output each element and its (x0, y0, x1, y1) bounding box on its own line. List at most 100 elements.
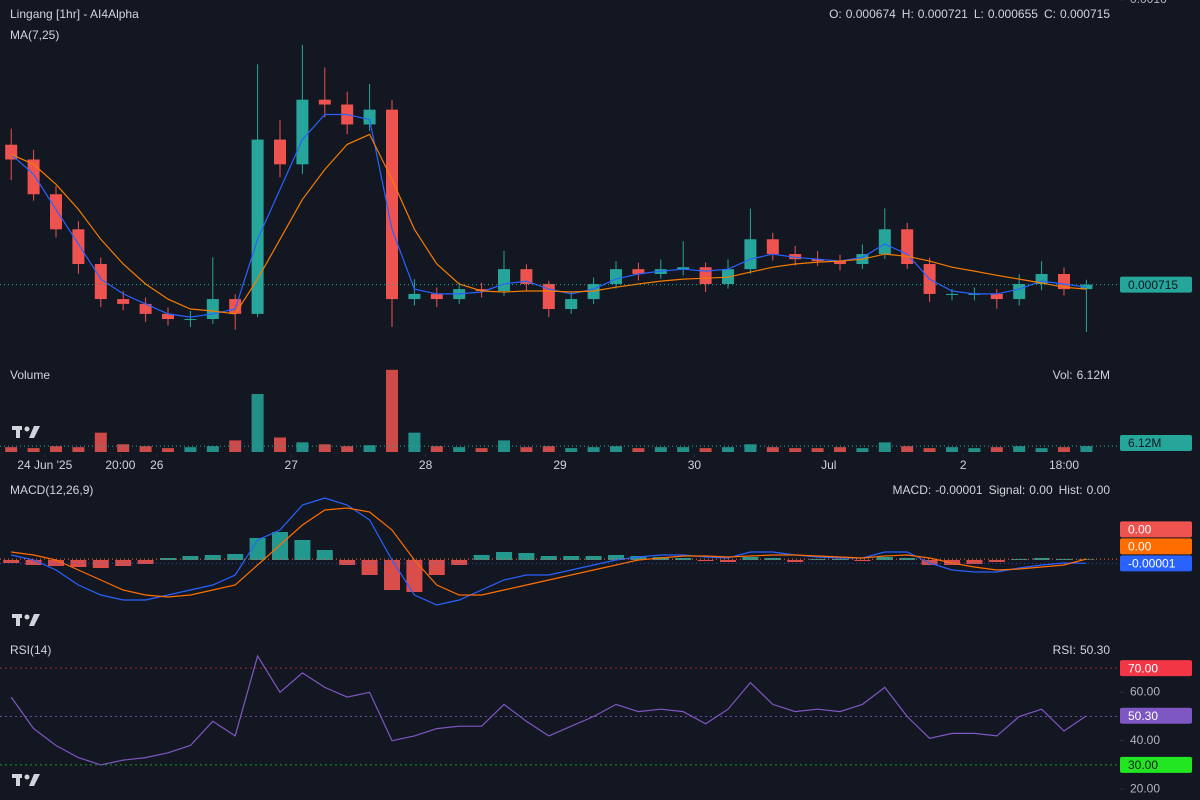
volume-bar (94, 432, 107, 452)
histogram-bar (742, 557, 759, 560)
volume-bar (5, 447, 18, 452)
candle-body (722, 269, 734, 284)
histogram-bar (697, 560, 714, 561)
volume-bar (1080, 446, 1093, 452)
candle-body (990, 293, 1003, 300)
volume-bar (50, 446, 62, 452)
volume-bar (968, 448, 981, 452)
readout-value: 0.00 (1087, 483, 1111, 497)
x-tick-label: 24 Jun '25 (17, 458, 72, 472)
histogram-bar (137, 560, 154, 564)
volume-bar (587, 447, 600, 452)
badge-label: -0.00001 (1128, 557, 1176, 571)
volume-bar (251, 394, 264, 452)
histogram-bar (339, 560, 356, 565)
histogram-bar (92, 560, 109, 568)
pane-title: Volume (10, 368, 50, 382)
volume-bar (856, 448, 869, 452)
y-tick-label: 20.00 (1130, 781, 1160, 795)
readout-value: 6.12M (1077, 368, 1110, 382)
pane-title: Lingang [1hr] - AI4Alpha (10, 7, 139, 21)
histogram-bar (316, 550, 333, 560)
histogram-bar (1033, 558, 1050, 560)
candle-body (251, 139, 264, 314)
x-tick-label: 2 (960, 458, 967, 472)
volume-bar (766, 447, 779, 452)
rsi-line (10, 654, 1087, 766)
moving-average (10, 133, 1087, 315)
candle-body (430, 293, 443, 300)
volume-bar (699, 448, 712, 452)
volume-bar (139, 446, 152, 452)
badge-label: 0.00 (1128, 540, 1152, 554)
histogram-bar (585, 556, 602, 560)
candle-body (296, 99, 309, 165)
candle-body (386, 109, 398, 300)
volume-bar (789, 448, 802, 452)
volume-bar (990, 447, 1003, 452)
histogram-bar (675, 558, 692, 560)
volume-bar (811, 448, 824, 452)
logo (12, 426, 40, 438)
badge-label: 30.00 (1128, 758, 1158, 772)
logo (12, 614, 40, 626)
price-badge (1120, 435, 1192, 451)
candle-body (1058, 273, 1070, 290)
volume-bar (341, 446, 354, 452)
pane-title: RSI(14) (10, 643, 51, 657)
histogram-bar (115, 560, 132, 566)
price-badge (1120, 660, 1192, 677)
volume-bar (229, 440, 242, 452)
histogram-bar (294, 540, 311, 560)
candle-body (498, 269, 510, 292)
histogram-bar (787, 560, 804, 562)
candle-body (1035, 273, 1048, 284)
candle-body (901, 229, 914, 265)
volume-bar (722, 447, 734, 452)
volume-bar (744, 444, 757, 452)
candle-body (766, 239, 779, 255)
candle-body (789, 254, 802, 260)
readout-label: H: (902, 7, 914, 21)
volume-bar (27, 448, 40, 452)
histogram-bar (809, 559, 826, 560)
candle-body (878, 229, 891, 255)
volume-bar (677, 447, 690, 452)
price-badge (1120, 756, 1192, 773)
x-tick-label: 29 (553, 458, 567, 472)
price-badge (1120, 276, 1192, 293)
histogram-bar (3, 560, 20, 563)
candle-body (408, 293, 421, 300)
volume-bar (117, 444, 130, 452)
candle-body (184, 319, 197, 321)
candle-body (1013, 283, 1026, 300)
candle-body (811, 259, 824, 262)
x-tick-label: 18:00 (1049, 458, 1079, 472)
candle-body (27, 159, 40, 195)
histogram-bar (608, 555, 624, 560)
y-tick-label: 40.00 (1130, 733, 1160, 747)
readout-label: Vol: (1053, 368, 1073, 382)
histogram-bar (518, 553, 535, 560)
histogram-bar (630, 556, 647, 560)
x-tick-label: 27 (285, 458, 299, 472)
price-badge (1120, 555, 1192, 572)
volume-bar (1058, 447, 1070, 452)
histogram-bar (384, 560, 400, 590)
x-tick-label: Jul (821, 458, 836, 472)
candle-body (520, 269, 533, 284)
volume-bar (834, 447, 846, 452)
x-tick-label: 20:00 (105, 458, 135, 472)
x-tick-label: 30 (688, 458, 702, 472)
volume-bar (1035, 448, 1048, 452)
histogram-bar (428, 560, 445, 575)
volume-bar (923, 448, 936, 452)
badge-label: 70.00 (1128, 661, 1158, 675)
readout: Vol: 6.12M (1053, 368, 1110, 382)
candle-body (610, 269, 622, 284)
badge-label: 0.000715 (1128, 278, 1178, 292)
candle-body (677, 267, 690, 270)
histogram-bar (496, 552, 512, 560)
badge-label: 50.30 (1128, 709, 1158, 723)
candle-body (632, 269, 645, 274)
